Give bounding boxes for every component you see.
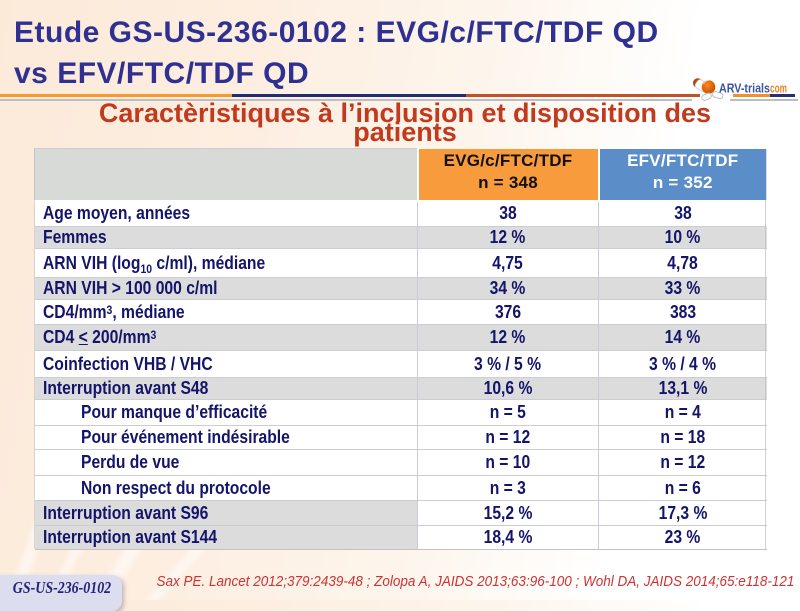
svg-text:com: com bbox=[770, 81, 787, 96]
svg-text:ARV-trials: ARV-trials bbox=[719, 81, 770, 96]
